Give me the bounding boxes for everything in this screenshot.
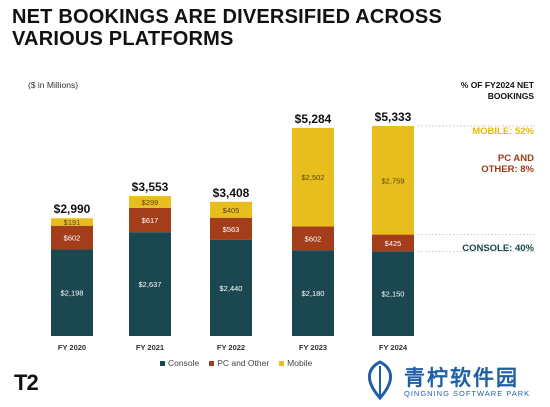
x-tick-fy-2024: FY 2024: [379, 343, 408, 352]
bar-console-fy-2023: [292, 250, 334, 336]
page-title: NET BOOKINGS ARE DIVERSIFIED ACROSS VARI…: [12, 6, 443, 50]
legend-swatch-mobile: [279, 360, 285, 366]
legend-item-console: Console: [160, 358, 199, 368]
total-label-fy-2022: $3,408: [213, 186, 250, 200]
total-label-fy-2021: $3,553: [132, 180, 169, 194]
bar-console-fy-2024: [372, 251, 414, 336]
bar-mobile-fy-2022: [210, 201, 252, 218]
bar-label-pc-and-other-fy-2020: $602: [64, 234, 81, 243]
watermark-leaf-icon: [368, 360, 392, 400]
mobile-share-label: MOBILE: 52%: [472, 126, 534, 137]
x-tick-fy-2021: FY 2021: [136, 343, 164, 352]
bar-label-console-fy-2021: $2,637: [139, 280, 162, 289]
total-label-fy-2024: $5,333: [375, 110, 412, 124]
console-share-label: CONSOLE: 40%: [462, 243, 534, 254]
bar-label-pc-and-other-fy-2022: $563: [223, 225, 240, 234]
bar-label-console-fy-2023: $2,180: [302, 289, 325, 298]
x-tick-fy-2022: FY 2022: [217, 343, 245, 352]
legend-label-console: Console: [168, 358, 200, 368]
bar-pc-and-other-fy-2022: [210, 217, 252, 240]
bar-label-console-fy-2022: $2,440: [220, 284, 243, 293]
watermark-subtext: QINGNING SOFTWARE PARK: [404, 389, 531, 398]
bar-label-console-fy-2024: $2,150: [382, 290, 405, 299]
total-label-fy-2020: $2,990: [54, 202, 91, 216]
bar-label-mobile-fy-2024: $2,759: [382, 176, 405, 185]
bar-mobile-fy-2020: [51, 218, 93, 226]
bar-label-mobile-fy-2022: $405: [223, 206, 240, 215]
units-note: ($ in Millions): [28, 80, 79, 90]
bar-label-pc-and-other-fy-2021: $617: [142, 216, 159, 225]
bar-pc-and-other-fy-2023: [292, 226, 334, 251]
bar-label-pc-and-other-fy-2023: $602: [305, 234, 322, 243]
bar-pc-and-other-fy-2020: [51, 225, 93, 250]
bar-pc-and-other-fy-2021: [129, 207, 171, 233]
bar-label-console-fy-2020: $2,198: [61, 289, 84, 298]
bars-group: $2,198 $602 $191 $2,990 FY 2020 $2,637 $617 $29…: [51, 110, 414, 352]
total-label-fy-2023: $5,284: [295, 112, 332, 126]
x-tick-fy-2023: FY 2023: [299, 343, 327, 352]
legend-swatch-pc: [209, 360, 215, 366]
bar-mobile-fy-2023: [292, 127, 334, 227]
bar-pc-and-other-fy-2024: [372, 234, 414, 252]
guide-lines: [418, 125, 536, 252]
x-tick-fy-2020: FY 2020: [58, 343, 86, 352]
bar-mobile-fy-2024: [372, 125, 414, 235]
legend-item-mobile: Mobile: [279, 358, 312, 368]
pc-share-label: PC AND OTHER: 8%: [481, 153, 534, 175]
share-header: % OF FY2024 NET BOOKINGS: [460, 80, 534, 101]
bar-label-mobile-fy-2023: $2,502: [302, 173, 325, 182]
bar-console-fy-2020: [51, 249, 93, 336]
legend-item-pc: PC and Other: [209, 358, 269, 368]
bar-label-mobile-fy-2020: $191: [64, 218, 81, 227]
legend-label-pc: PC and Other: [217, 358, 270, 368]
bar-console-fy-2021: [129, 232, 171, 336]
legend-swatch-console: [160, 360, 165, 366]
t2-logo: T2: [14, 370, 39, 395]
bar-mobile-fy-2021: [129, 196, 171, 208]
legend-label-mobile: Mobile: [287, 358, 313, 368]
watermark: 青柠软件园 QINGNING SOFTWARE PARK: [360, 360, 540, 402]
bar-console-fy-2022: [210, 239, 252, 336]
watermark-text: 青柠软件园: [404, 367, 519, 390]
bar-label-pc-and-other-fy-2024: $425: [385, 239, 402, 248]
bar-label-mobile-fy-2021: $299: [142, 198, 159, 207]
chart-legend: Console PC and Other Mobile: [160, 358, 312, 368]
